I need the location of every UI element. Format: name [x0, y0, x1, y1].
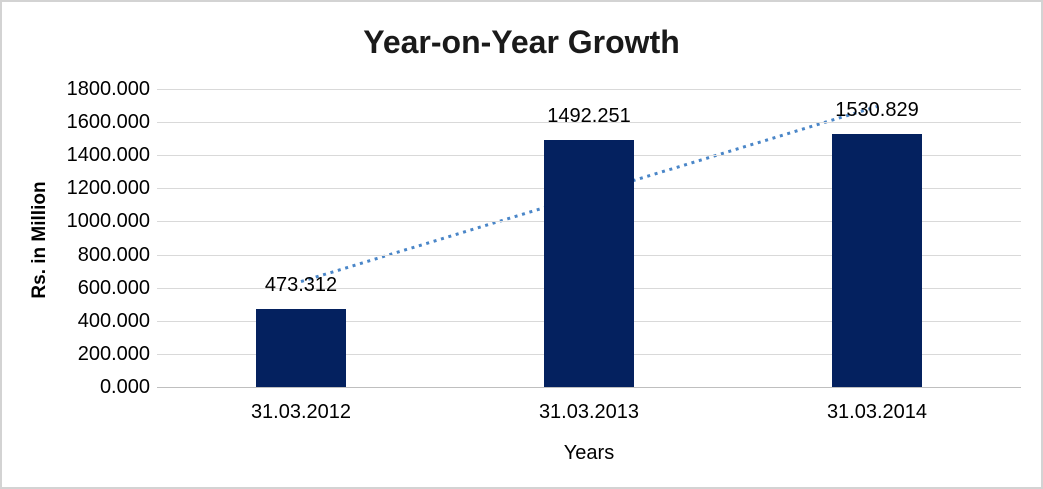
y-tick-label: 0.000	[99, 376, 150, 398]
bar-data-label: 473.312	[264, 273, 338, 296]
bar	[832, 133, 922, 387]
y-tick-label: 1200.000	[66, 177, 150, 200]
y-tick-label: 1800.000	[66, 78, 150, 100]
bar-data-label: 1530.829	[835, 98, 919, 121]
y-tick-label: 1000.000	[66, 210, 150, 233]
bar	[544, 139, 634, 387]
bar-data-label: 1492.251	[547, 104, 631, 127]
x-axis-title: Years	[563, 442, 615, 464]
y-tick-label: 400.000	[77, 309, 150, 332]
bar	[256, 308, 346, 387]
y-tick-label: 200.000	[77, 342, 150, 365]
y-tick-label: 600.000	[77, 276, 150, 299]
y-tick-label: 800.000	[77, 243, 150, 266]
x-axis-line	[157, 387, 1021, 388]
y-tick-label: 1400.000	[66, 144, 150, 167]
y-tick-label: 1600.000	[66, 111, 150, 134]
chart-title: Year-on-Year Growth	[363, 24, 680, 60]
plot-area: 473.312 1492.251 1530.829	[157, 89, 1021, 388]
x-tick-label: 31.03.2013	[538, 401, 640, 423]
x-tick-label: 31.03.2014	[826, 401, 928, 423]
gridline	[157, 89, 1021, 90]
x-tick-label: 31.03.2012	[250, 401, 352, 423]
gridline	[157, 122, 1021, 124]
